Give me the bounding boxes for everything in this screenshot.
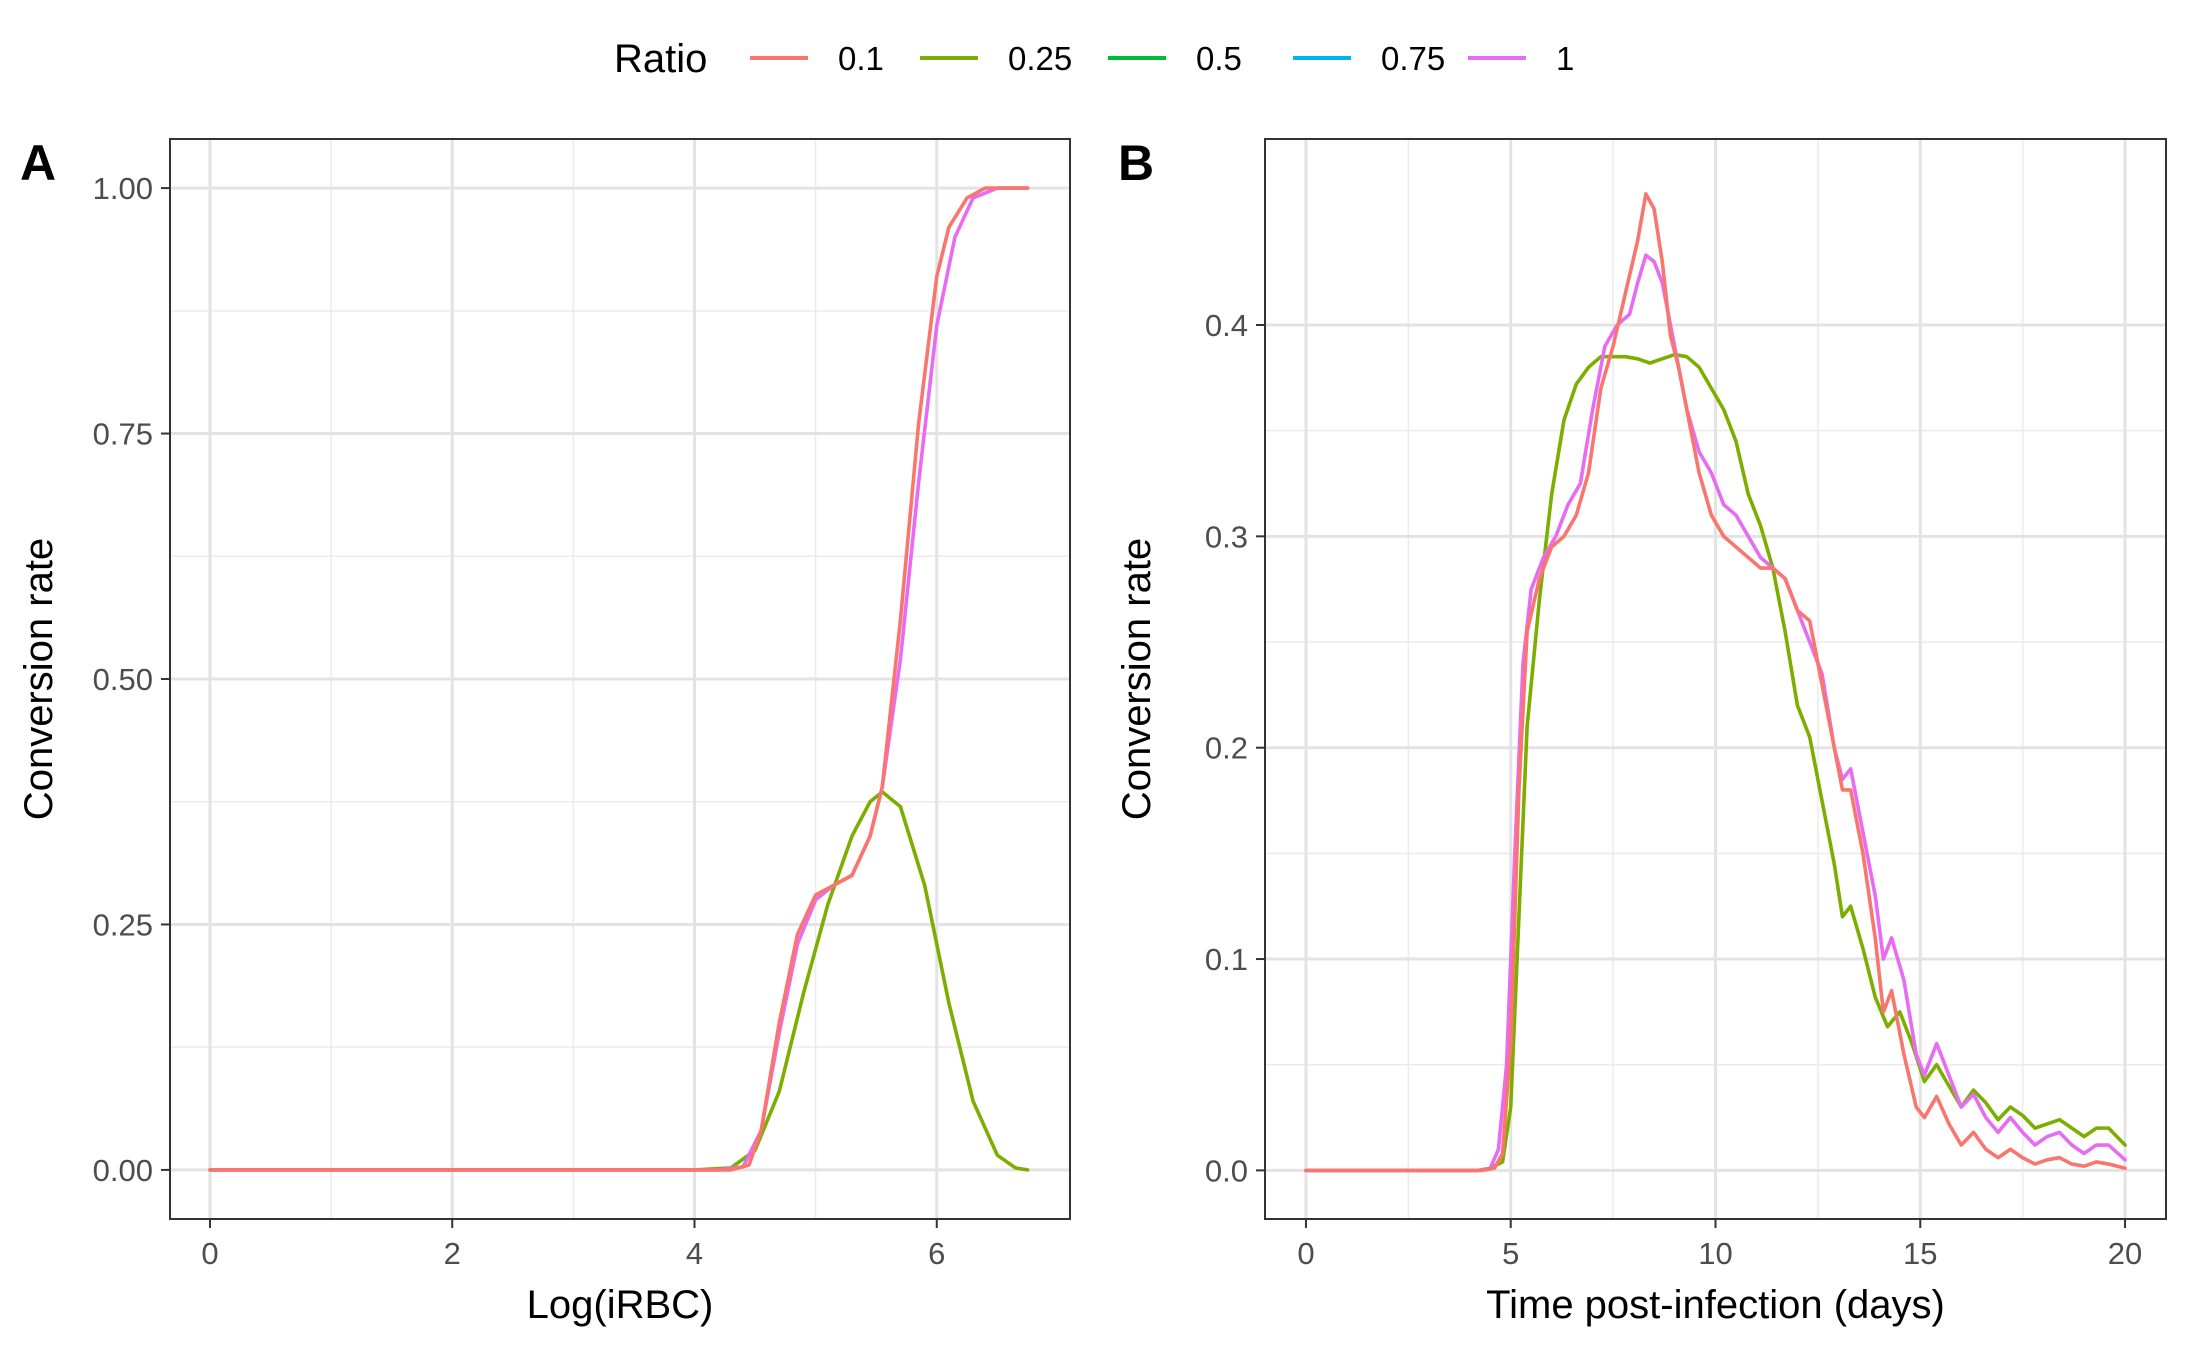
y-tick-label: 0.00 <box>93 1153 153 1188</box>
series-line-0.1 <box>1304 192 2127 1173</box>
y-tick-label: 0.1 <box>1205 942 1248 977</box>
x-tick-label: 2 <box>444 1236 461 1271</box>
y-tick-label: 0.50 <box>93 662 153 697</box>
x-tick-label: 0 <box>1297 1236 1314 1271</box>
series-line-0.1 <box>208 186 1030 1172</box>
legend-label-0.75: 0.75 <box>1381 40 1445 77</box>
x-tick-label: 20 <box>2108 1236 2142 1271</box>
y-tick-label: 1.00 <box>93 171 153 206</box>
y-tick-label: 0.3 <box>1205 519 1248 554</box>
legend-label-0.5: 0.5 <box>1196 40 1242 77</box>
y-axis-title: Conversion rate <box>17 538 61 820</box>
legend-label-0.25: 0.25 <box>1008 40 1072 77</box>
legend-label-0.1: 0.1 <box>838 40 884 77</box>
panel-b-tag: B <box>1118 135 1154 191</box>
legend-label-1: 1 <box>1556 40 1574 77</box>
x-tick-label: 4 <box>686 1236 703 1271</box>
y-axis-title: Conversion rate <box>1115 538 1159 820</box>
x-axis-title: Time post-infection (days) <box>1486 1283 1945 1327</box>
y-tick-label: 0.2 <box>1205 731 1248 766</box>
panel-a: 0 2 4 6 0.00 0.25 0.50 0.75 1.00 Log(iRBC) Convers… <box>17 138 1071 1327</box>
y-tick-label: 0.75 <box>93 417 153 452</box>
y-tick-label: 0.25 <box>93 907 153 942</box>
panel-b: 0 5 10 15 20 0.0 0.1 0.2 0.3 0.4 Time post-infecti… <box>1115 138 2167 1327</box>
y-tick-label: 0.0 <box>1205 1153 1248 1188</box>
legend: Ratio 0.1 0.25 0.5 0.75 1 <box>614 37 1574 81</box>
y-tick-label: 0.4 <box>1205 308 1248 343</box>
x-tick-label: 0 <box>201 1236 218 1271</box>
x-tick-label: 15 <box>1903 1236 1937 1271</box>
panel-a-tag: A <box>20 135 56 191</box>
legend-title: Ratio <box>614 37 707 81</box>
x-axis-title: Log(iRBC) <box>527 1283 714 1327</box>
x-tick-label: 6 <box>928 1236 945 1271</box>
x-tick-label: 10 <box>1698 1236 1732 1271</box>
x-tick-label: 5 <box>1502 1236 1519 1271</box>
series-line-0.25 <box>1304 352 2127 1173</box>
